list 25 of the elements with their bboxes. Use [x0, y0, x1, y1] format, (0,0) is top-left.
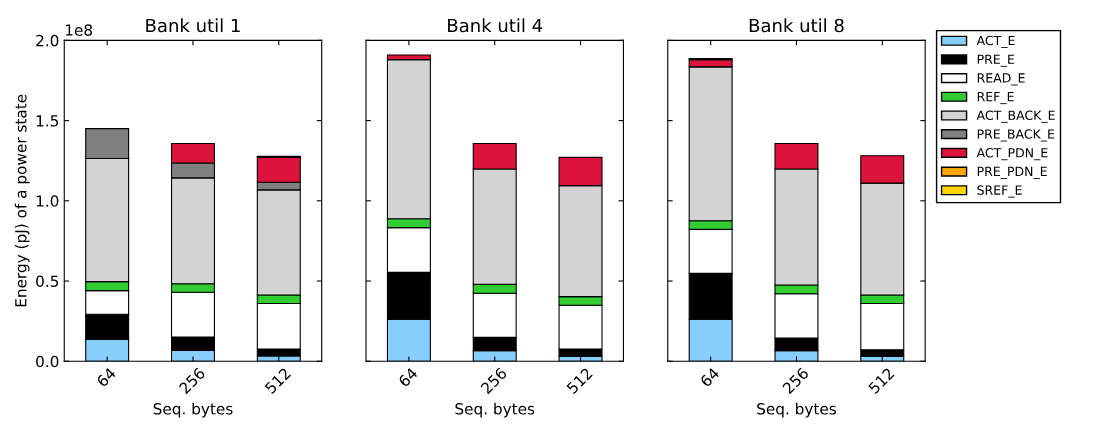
y-tick-label: 0.0 — [36, 355, 59, 368]
text: 1e8 — [65, 24, 93, 36]
y-axis-title: Energy (pJ) of a power state — [14, 94, 30, 307]
chart-title: Bank util 4 — [448, 18, 543, 33]
legend-label: PRE_E — [977, 54, 1015, 67]
legend-label: ACT_PDN_E — [976, 147, 1048, 161]
x-tick-label: 64 — [397, 366, 419, 388]
legend-label: ACT_E — [976, 35, 1015, 49]
x-axis-title: Seq. bytes — [757, 402, 837, 418]
legend-label: PRE_PDN_E — [977, 166, 1047, 179]
chart-title: Bank util 8 — [749, 18, 844, 33]
legend-label: READ_E — [977, 73, 1025, 86]
y-tick-label: 1.0 — [36, 195, 59, 207]
legend-label: SREF_E — [977, 185, 1022, 198]
chart-title: Bank util 1 — [146, 18, 240, 33]
x-axis-title: Seq. bytes — [455, 402, 535, 418]
x-tick-label: 64 — [699, 366, 721, 388]
y-tick-label: 0.5 — [36, 275, 59, 288]
y-tick-label: 2.0 — [36, 34, 59, 47]
legend-label: REF_E — [977, 92, 1014, 105]
x-axis-title: Seq. bytes — [153, 402, 233, 418]
y-tick-label: 1.5 — [36, 115, 59, 127]
legend-label: PRE_BACK_E — [977, 129, 1055, 142]
legend-label: ACT_BACK_E — [976, 110, 1055, 123]
x-tick-label: 64 — [96, 366, 117, 388]
